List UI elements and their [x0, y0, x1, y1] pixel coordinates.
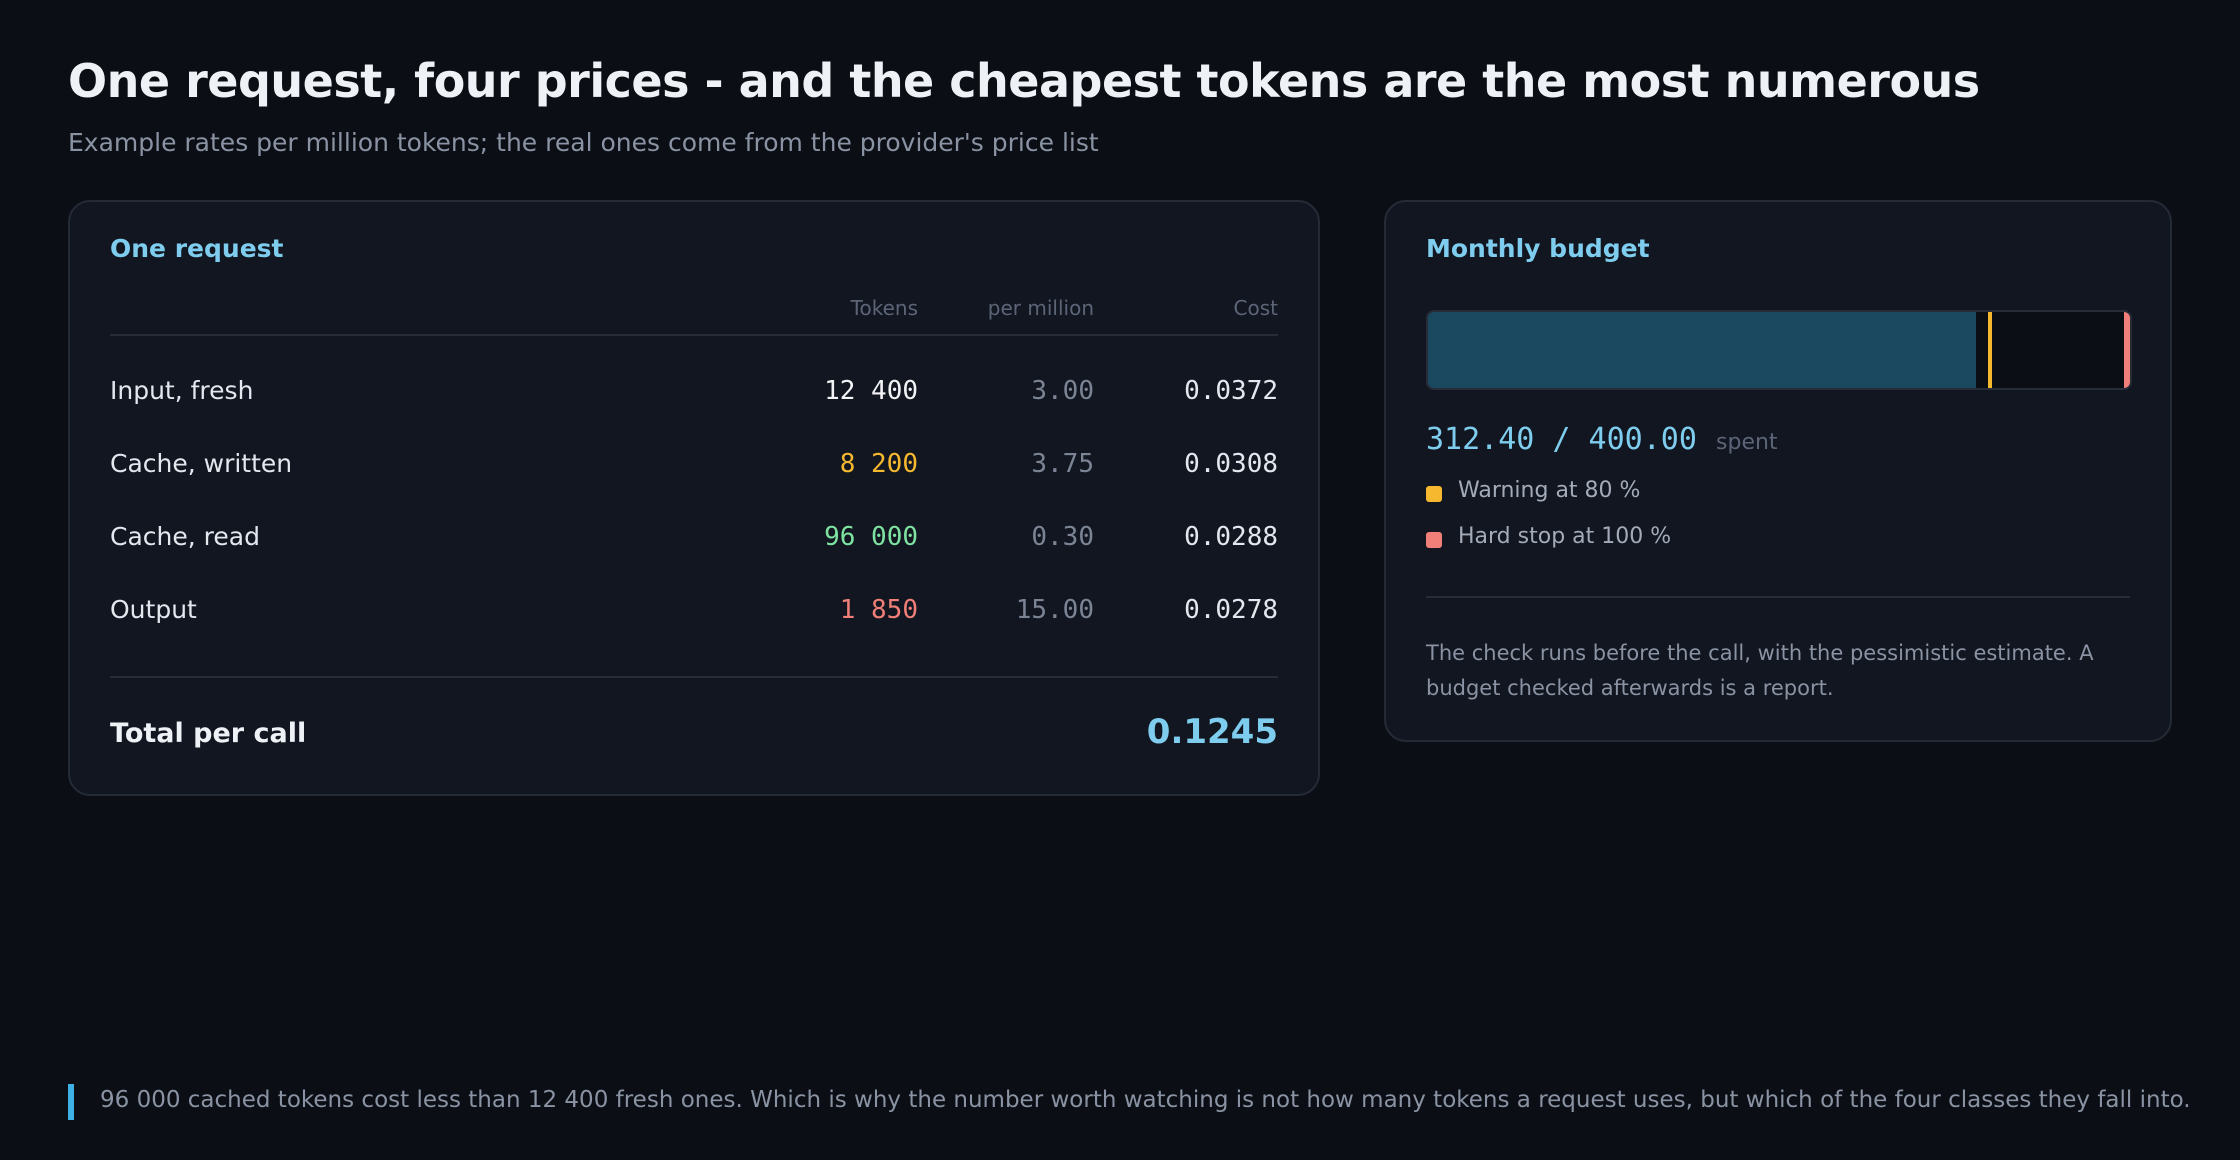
- row-label: Cache, read: [110, 522, 260, 551]
- row-cost: 0.0372: [1184, 376, 1278, 406]
- request-card: One request Tokens per million Cost Inpu…: [68, 200, 1320, 796]
- budget-spent-value: 312.40 / 400.00: [1426, 422, 1697, 457]
- column-header-rate: per million: [987, 296, 1094, 320]
- row-tokens: 8 200: [839, 449, 918, 479]
- budget-progress-fill: [1428, 312, 1977, 388]
- budget-card-title: Monthly budget: [1426, 234, 1650, 263]
- row-label: Cache, written: [110, 449, 293, 478]
- request-card-title: One request: [110, 234, 284, 263]
- row-label: Input, fresh: [110, 376, 254, 405]
- row-tokens: 12 400: [824, 376, 918, 406]
- row-rate: 3.00: [1031, 376, 1094, 406]
- total-label: Total per call: [110, 718, 307, 749]
- table-row: Cache, read 96 000 0.30 0.0288: [110, 518, 1278, 558]
- row-rate: 15.00: [1015, 595, 1094, 625]
- page-title: One request, four prices - and the cheap…: [68, 54, 1980, 108]
- warning-threshold-marker: [1987, 312, 1992, 388]
- footnote: 96 000 cached tokens cost less than 12 4…: [100, 1087, 2191, 1113]
- table-row: Input, fresh 12 400 3.00 0.0372: [110, 372, 1278, 412]
- row-tokens: 1 850: [839, 595, 918, 625]
- hard-stop-threshold-marker: [2124, 312, 2130, 388]
- budget-spent-readout: 312.40 / 400.00 spent: [1426, 422, 1778, 457]
- header-divider: [110, 334, 1278, 336]
- row-rate: 0.30: [1031, 522, 1094, 552]
- row-label: Output: [110, 595, 197, 624]
- row-tokens: 96 000: [824, 522, 918, 552]
- column-header-tokens: Tokens: [850, 296, 918, 320]
- table-row: Cache, written 8 200 3.75 0.0308: [110, 445, 1278, 485]
- total-divider: [110, 676, 1278, 678]
- row-cost: 0.0278: [1184, 595, 1278, 625]
- total-value: 0.1245: [1146, 712, 1278, 752]
- budget-progress-bar: [1426, 310, 2132, 390]
- legend-label: Hard stop at 100 %: [1458, 524, 1672, 549]
- budget-card: Monthly budget 312.40 / 400.00 spent War…: [1384, 200, 2172, 742]
- table-row: Output 1 850 15.00 0.0278: [110, 591, 1278, 631]
- legend-label: Warning at 80 %: [1458, 478, 1641, 503]
- budget-divider: [1426, 596, 2130, 598]
- budget-spent-label: spent: [1716, 430, 1778, 455]
- footnote-accent-bar: [68, 1084, 74, 1120]
- page-subtitle: Example rates per million tokens; the re…: [68, 128, 1099, 157]
- hard-stop-swatch: [1426, 532, 1442, 548]
- budget-note: The check runs before the call, with the…: [1426, 641, 2094, 700]
- warning-swatch: [1426, 486, 1442, 502]
- column-header-cost: Cost: [1233, 296, 1278, 320]
- row-cost: 0.0288: [1184, 522, 1278, 552]
- row-rate: 3.75: [1031, 449, 1094, 479]
- row-cost: 0.0308: [1184, 449, 1278, 479]
